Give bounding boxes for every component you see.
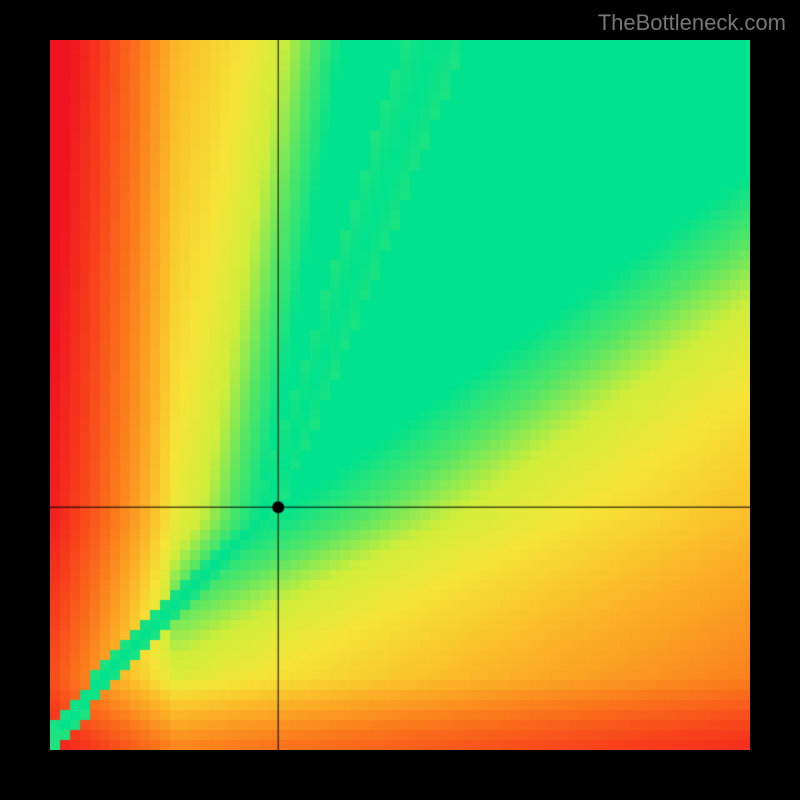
watermark-text: TheBottleneck.com xyxy=(598,10,786,36)
heatmap-plot-area xyxy=(50,40,750,750)
heatmap-canvas xyxy=(50,40,750,750)
